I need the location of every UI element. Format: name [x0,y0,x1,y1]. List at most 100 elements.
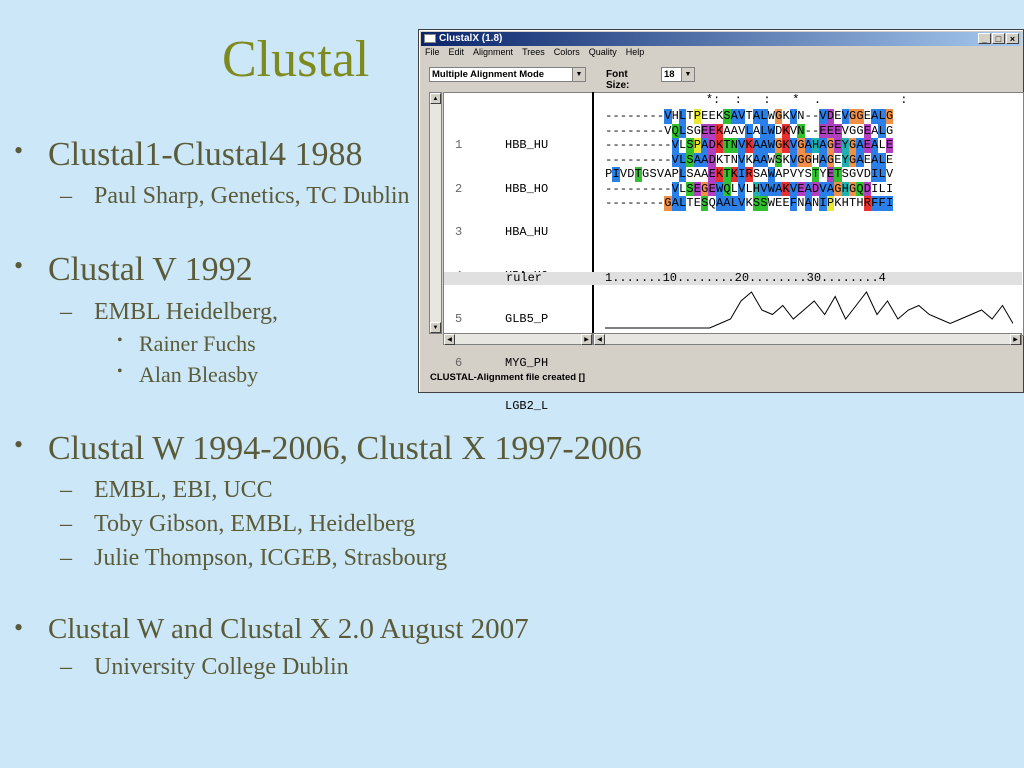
window-titlebar[interactable]: ClustalX (1.8) _ □ × [421,32,1021,46]
sub-bullet-text: Paul Sharp, Genetics, TC Dublin [94,183,410,209]
close-button[interactable]: × [1006,33,1019,44]
sub-bullet: – EMBL Heidelberg, [60,299,278,325]
sequence-name-row[interactable]: LGB2_L [455,399,548,414]
menu-help[interactable]: Help [625,47,645,57]
horizontal-scrollbar-alignment[interactable]: ◀ ▶ [593,333,1022,345]
vertical-scrollbar[interactable]: ▲ ▼ [429,92,442,334]
bullet-heading-text: Clustal1-Clustal4 1988 [48,136,363,173]
sequence-name: HBA_HU [505,225,549,239]
menu-colors[interactable]: Colors [553,47,580,57]
mode-select-value: Multiple Alignment Mode [432,69,545,80]
bullet-heading: • Clustal W 1994-2006, Clustal X 1997-200… [14,430,642,467]
bullet-dot: • [14,251,24,280]
sub-bullet-text: Julie Thompson, ICGEB, Strasbourg [94,545,448,571]
dash-marker: – [60,545,72,571]
app-icon [424,34,436,43]
scroll-up-icon[interactable]: ▲ [430,93,441,104]
horizontal-scrollbar-names[interactable]: ◀ ▶ [443,333,593,345]
dash-marker: – [60,477,72,503]
ruler-label: ruler [506,271,543,285]
quality-curve [605,291,1013,329]
sub-bullet-text: University College Dublin [94,654,349,680]
sequence-name: GLB5_P [505,312,549,326]
bullet-dot: • [14,136,24,165]
font-size-select[interactable]: 18 ▼ [661,67,695,82]
bullet-dot: • [14,430,24,459]
sequence-number: 2 [455,181,463,196]
status-text: CLUSTAL-Alignment file created [] [430,372,585,383]
ruler-band [444,272,1022,285]
sub-bullet: – Julie Thompson, ICGEB, Strasbourg [60,545,448,571]
bullet-dot: • [14,613,24,642]
bullet-heading: • Clustal W and Clustal X 2.0 August 2007 [14,613,529,645]
panel-divider[interactable] [592,92,594,334]
chevron-down-icon[interactable]: ▼ [572,68,585,81]
chevron-down-icon[interactable]: ▼ [681,68,694,81]
scroll-right-icon[interactable]: ▶ [581,334,592,345]
ruler-scale: 1.......10........20........30........4 [605,271,886,285]
sequence-name-row[interactable]: 3 HBA_HU [455,225,548,240]
consensus-line: *: : : * . : [605,93,908,107]
sub-sub-bullet-text: Alan Bleasby [139,362,259,387]
font-size-value: 18 [664,69,675,80]
bullet-heading-text: Clustal W and Clustal X 2.0 August 2007 [48,613,529,645]
sequence-number: 3 [455,225,463,239]
menu-file[interactable]: File [425,47,440,57]
menu-bar: File Edit Alignment Trees Colors Quality Help [425,47,653,58]
menu-alignment[interactable]: Alignment [473,47,514,57]
scroll-left-icon[interactable]: ◀ [444,334,455,345]
menu-trees[interactable]: Trees [522,47,545,57]
minimize-button[interactable]: _ [978,33,991,44]
slide-title: Clustal [222,31,370,88]
bullet-dot: • [117,332,123,349]
sequence-name: LGB2_L [505,399,549,413]
sub-bullet: – EMBL, EBI, UCC [60,477,273,503]
sequence-name-row[interactable]: 2 HBB_HO [455,182,548,197]
sub-bullet-text: Toby Gibson, EMBL, Heidelberg [94,511,416,537]
window-controls: _ □ × [977,33,1019,47]
quality-line [605,291,1013,329]
sequence-number: 6 [455,355,463,370]
font-size-label: Font Size: [606,69,630,91]
window-title: ClustalX (1.8) [439,33,503,44]
menu-quality[interactable]: Quality [588,47,617,57]
sub-bullet-text: EMBL Heidelberg, [94,299,278,325]
bullet-heading: • Clustal1-Clustal4 1988 [14,136,363,173]
bullet-heading-text: Clustal W 1994-2006, Clustal X 1997-2006 [48,430,642,467]
sequence-name-row[interactable]: 5 GLB5_P [455,312,548,327]
bullet-heading: • Clustal V 1992 [14,253,253,287]
mode-select[interactable]: Multiple Alignment Mode ▼ [429,67,586,82]
dash-marker: – [60,654,72,680]
sequence-name: HBB_HU [505,138,549,152]
dash-marker: – [60,299,72,325]
scroll-left-icon[interactable]: ◀ [594,334,605,345]
sequence-number: 1 [455,138,463,152]
scroll-right-icon[interactable]: ▶ [1010,334,1021,345]
sequence-number: 5 [455,312,463,326]
sub-bullet: – Toby Gibson, EMBL, Heidelberg [60,511,416,537]
sub-bullet: – Paul Sharp, Genetics, TC Dublin [60,183,410,209]
menu-edit[interactable]: Edit [448,47,465,57]
sequence-name-row[interactable]: 1 HBB_HU [455,138,548,153]
sub-sub-bullet: • Alan Bleasby [117,362,259,387]
sub-sub-bullet-text: Rainer Fuchs [139,331,256,356]
sequence-name: MYG_PH [505,355,549,370]
scroll-down-icon[interactable]: ▼ [430,322,441,333]
dash-marker: – [60,183,72,209]
sub-bullet-text: EMBL, EBI, UCC [94,477,273,503]
alignment-panel [443,92,1024,336]
bullet-dot: • [117,363,123,380]
sequence-name: HBB_HO [505,181,549,196]
sub-sub-bullet: • Rainer Fuchs [117,331,256,356]
maximize-button[interactable]: □ [992,33,1005,44]
dash-marker: – [60,511,72,537]
sequence-name-row[interactable]: 6 MYG_PH [455,356,548,371]
